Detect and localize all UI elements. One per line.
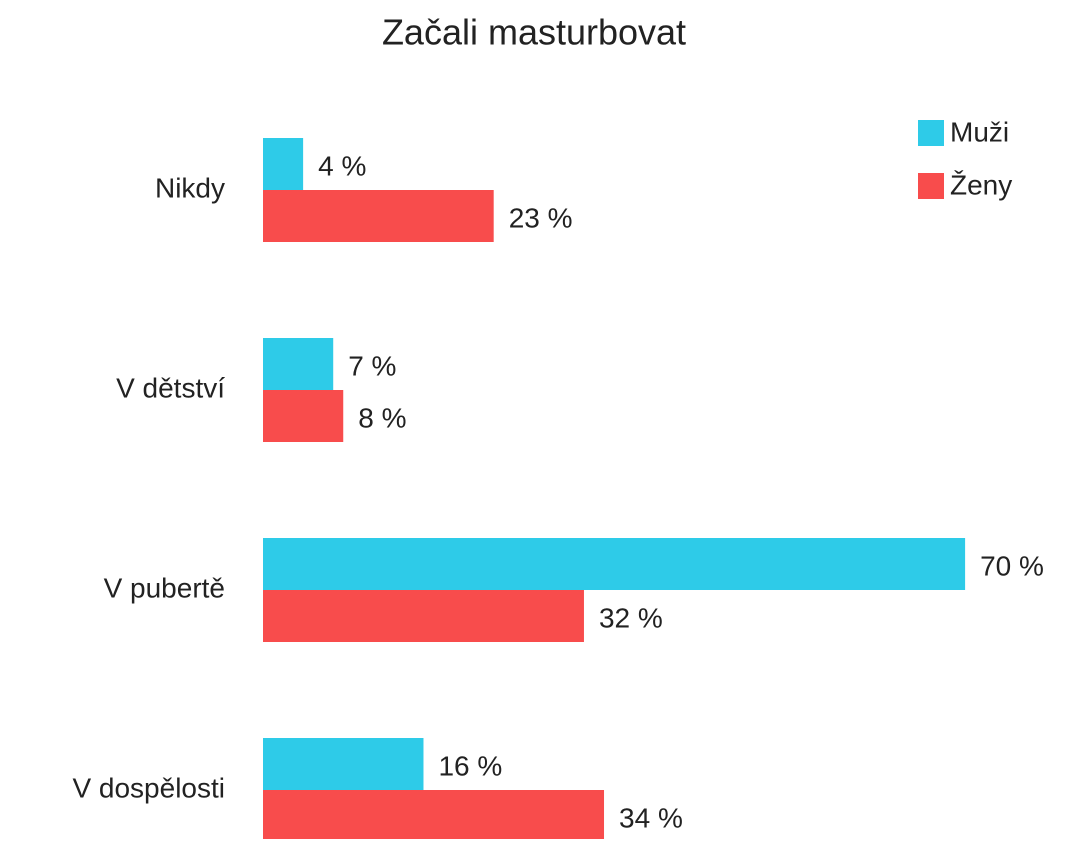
category-label: V dětství: [116, 372, 225, 403]
data-label: 7 %: [348, 350, 396, 381]
data-label: 34 %: [619, 802, 683, 833]
category-label: V pubertě: [104, 572, 225, 603]
bar: [263, 190, 494, 242]
legend-swatch: [918, 120, 944, 146]
category-label: Nikdy: [155, 172, 225, 203]
bar: [263, 738, 424, 790]
bar: [263, 138, 304, 190]
legend-label: Muži: [950, 116, 1009, 147]
bar: [263, 590, 584, 642]
data-label: 8 %: [358, 402, 406, 433]
data-label: 23 %: [509, 202, 573, 233]
category-label: V dospělosti: [72, 772, 225, 803]
data-label: 70 %: [980, 550, 1044, 581]
data-label: 16 %: [438, 750, 502, 781]
legend-label: Ženy: [950, 169, 1012, 200]
bar: [263, 338, 334, 390]
bar: [263, 390, 344, 442]
chart-title: Začali masturbovat: [382, 12, 686, 53]
bar: [263, 538, 966, 590]
bar: [263, 790, 605, 842]
data-label: 32 %: [599, 602, 663, 633]
data-label: 4 %: [318, 150, 366, 181]
legend-swatch: [918, 173, 944, 199]
